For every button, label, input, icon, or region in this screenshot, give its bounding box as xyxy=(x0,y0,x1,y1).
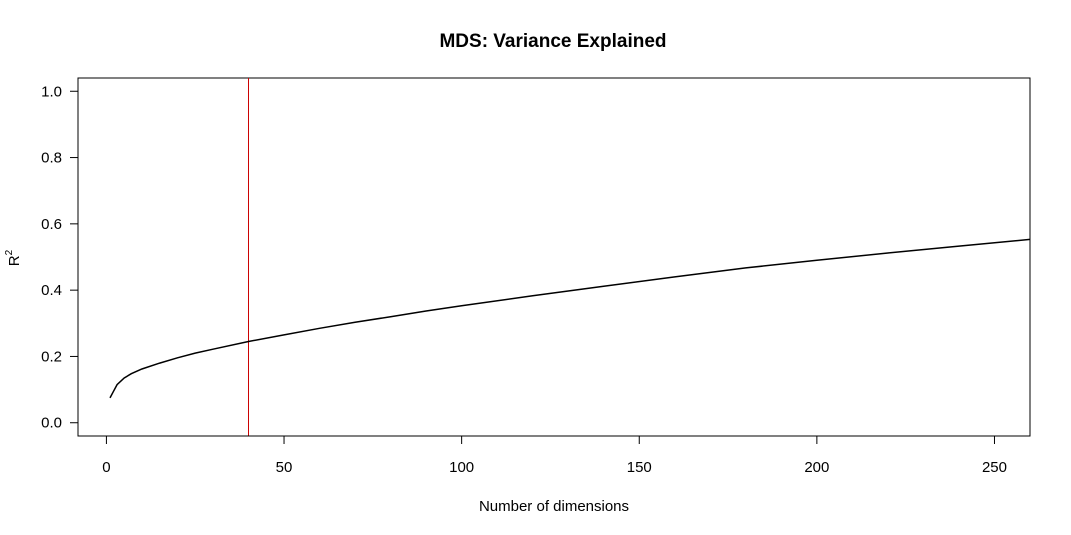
x-axis-label: Number of dimensions xyxy=(479,498,629,515)
x-tick-label: 100 xyxy=(449,459,474,476)
x-tick-label: 150 xyxy=(627,459,652,476)
y-axis-label: R2 xyxy=(4,249,23,266)
x-tick-label: 0 xyxy=(102,459,110,476)
y-tick-label: 0.8 xyxy=(41,150,62,167)
y-tick-label: 0.4 xyxy=(41,282,62,299)
y-tick-label: 0.0 xyxy=(41,415,62,432)
y-tick-label: 1.0 xyxy=(41,83,62,100)
y-tick-label: 0.6 xyxy=(41,216,62,233)
y-axis-label-base: R xyxy=(6,255,23,266)
series-line xyxy=(109,238,1030,399)
y-axis: 0.0 0.2 0.4 0.6 0.8 1.0 xyxy=(41,83,79,432)
plot-content xyxy=(109,78,1030,436)
y-axis-label-superscript: 2 xyxy=(4,249,15,255)
svg-text:R2: R2 xyxy=(4,249,23,266)
x-tick-label: 250 xyxy=(982,459,1007,476)
x-axis: 0 50 100 150 200 250 xyxy=(102,435,1007,476)
x-tick-label: 200 xyxy=(804,459,829,476)
y-tick-label: 0.2 xyxy=(41,348,62,365)
chart-title: MDS: Variance Explained xyxy=(439,31,666,52)
x-tick-label: 50 xyxy=(276,459,293,476)
plot-frame xyxy=(77,77,1031,437)
